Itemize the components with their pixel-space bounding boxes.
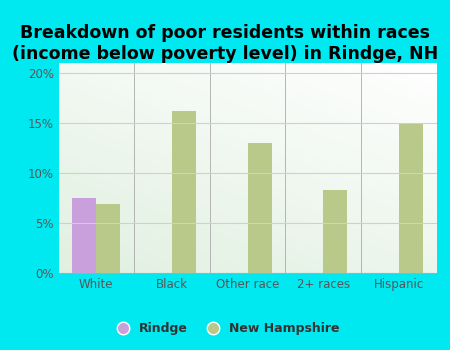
Bar (399, 124, 423, 273)
Legend: Rindge, New Hampshire: Rindge, New Hampshire (105, 317, 345, 340)
Text: Breakdown of poor residents within races
(income below poverty level) in Rindge,: Breakdown of poor residents within races… (12, 25, 438, 63)
Bar (96, 204, 121, 273)
Bar (72, 198, 96, 273)
Bar (248, 143, 272, 273)
Bar (323, 190, 347, 273)
Bar (172, 111, 196, 273)
